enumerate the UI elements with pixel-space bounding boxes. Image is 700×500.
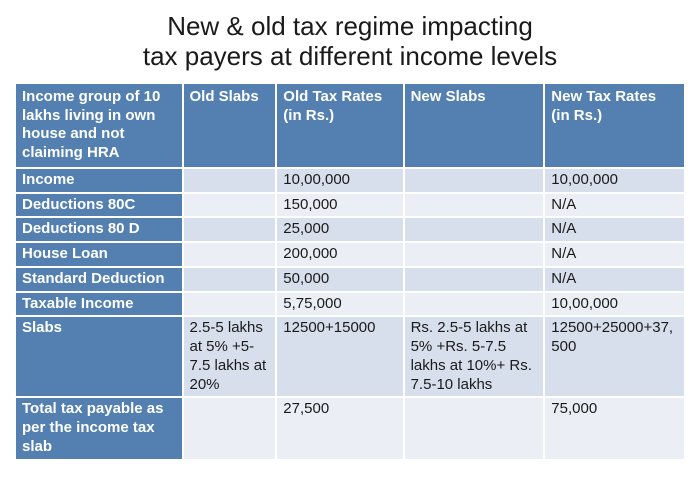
row-label: Deductions 80C [15, 193, 183, 218]
cell-old-rate: 27,500 [276, 397, 403, 459]
row-label: Income [15, 168, 183, 193]
cell-new-slab [404, 267, 545, 292]
cell-new-rate: 12500+25000+37,500 [544, 316, 685, 397]
cell-new-slab [404, 193, 545, 218]
page-title: New & old tax regime impacting tax payer… [14, 12, 686, 72]
col-header-new-slabs: New Slabs [404, 83, 545, 168]
table-row: Deductions 80 D 25,000 N/A [15, 217, 685, 242]
cell-old-rate: 150,000 [276, 193, 403, 218]
cell-old-slab [183, 242, 277, 267]
cell-old-slab [183, 217, 277, 242]
table-row: House Loan 200,000 N/A [15, 242, 685, 267]
col-header-old-slabs: Old Slabs [183, 83, 277, 168]
cell-old-rate: 25,000 [276, 217, 403, 242]
cell-new-rate: N/A [544, 267, 685, 292]
cell-old-slab [183, 292, 277, 317]
row-label: Standard Deduction [15, 267, 183, 292]
cell-old-slab [183, 397, 277, 459]
cell-new-rate: N/A [544, 193, 685, 218]
table-row: Standard Deduction 50,000 N/A [15, 267, 685, 292]
tax-comparison-table: Income group of 10 lakhs living in own h… [14, 82, 686, 461]
cell-new-slab [404, 292, 545, 317]
row-label: Total tax payable as per the income tax … [15, 397, 183, 459]
cell-new-rate: 75,000 [544, 397, 685, 459]
cell-old-rate: 10,00,000 [276, 168, 403, 193]
cell-new-rate: 10,00,000 [544, 292, 685, 317]
cell-old-rate: 200,000 [276, 242, 403, 267]
row-label: Deductions 80 D [15, 217, 183, 242]
row-label: House Loan [15, 242, 183, 267]
cell-new-slab [404, 397, 545, 459]
row-label: Slabs [15, 316, 183, 397]
table-row: Total tax payable as per the income tax … [15, 397, 685, 459]
table-row: Deductions 80C 150,000 N/A [15, 193, 685, 218]
cell-new-rate: N/A [544, 242, 685, 267]
cell-new-rate: 10,00,000 [544, 168, 685, 193]
cell-old-rate: 5,75,000 [276, 292, 403, 317]
col-header-new-rates: New Tax Rates (in Rs.) [544, 83, 685, 168]
cell-new-slab [404, 168, 545, 193]
col-header-old-rates: Old Tax Rates (in Rs.) [276, 83, 403, 168]
cell-old-slab [183, 168, 277, 193]
cell-new-slab [404, 217, 545, 242]
cell-new-slab [404, 242, 545, 267]
cell-old-rate: 12500+15000 [276, 316, 403, 397]
cell-old-rate: 50,000 [276, 267, 403, 292]
cell-new-rate: N/A [544, 217, 685, 242]
col-header-income-group: Income group of 10 lakhs living in own h… [15, 83, 183, 168]
title-line-1: New & old tax regime impacting [167, 11, 533, 41]
row-label: Taxable Income [15, 292, 183, 317]
cell-new-slab: Rs. 2.5-5 lakhs at 5% +Rs. 5-7.5 lakhs a… [404, 316, 545, 397]
cell-old-slab: 2.5-5 lakhs at 5% +5-7.5 lakhs at 20% [183, 316, 277, 397]
table-row: Income 10,00,000 10,00,000 [15, 168, 685, 193]
table-header-row: Income group of 10 lakhs living in own h… [15, 83, 685, 168]
title-line-2: tax payers at different income levels [143, 41, 557, 71]
cell-old-slab [183, 267, 277, 292]
cell-old-slab [183, 193, 277, 218]
table-row: Slabs 2.5-5 lakhs at 5% +5-7.5 lakhs at … [15, 316, 685, 397]
table-row: Taxable Income 5,75,000 10,00,000 [15, 292, 685, 317]
